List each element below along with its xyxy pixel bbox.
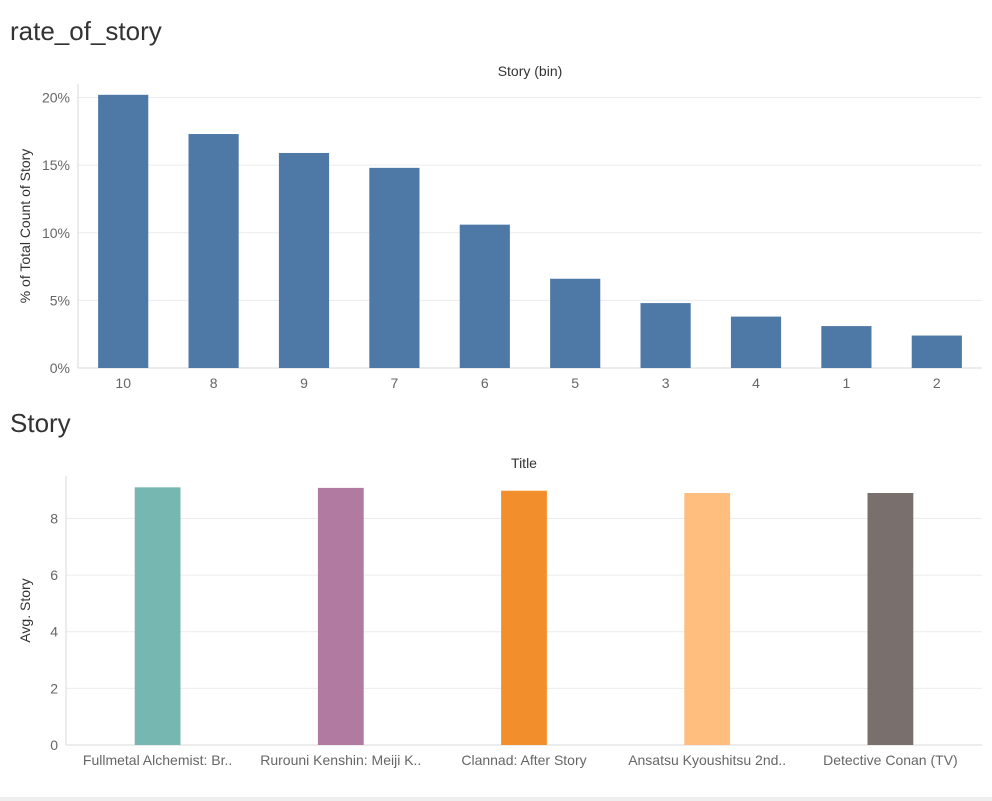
bottom-scroll-bar (0, 797, 992, 801)
column-header: Story (bin) (498, 63, 563, 79)
bar-1-1 (188, 134, 239, 368)
y-tick-label: 10% (42, 225, 70, 241)
chart2-sheet-title: Story (10, 408, 71, 438)
x-tick-label: 6 (481, 375, 489, 391)
bar-1-9 (911, 335, 962, 368)
y-tick-label: 6 (50, 567, 58, 583)
y-axis-title: Avg. Story (17, 578, 33, 642)
bar-1-3 (369, 167, 420, 368)
x-tick-label: 2 (933, 375, 941, 391)
x-tick-label: Detective Conan (TV) (823, 752, 958, 768)
y-tick-label: 20% (42, 90, 70, 106)
bar-1-2 (278, 152, 330, 368)
bar-2-0 (134, 487, 181, 745)
chart1-sheet-title: rate_of_story (10, 16, 162, 46)
bar-1-0 (98, 94, 149, 369)
x-tick-label: Rurouni Kenshin: Meiji K.. (260, 752, 421, 768)
bar-1-7 (730, 316, 782, 368)
x-tick-label: 3 (662, 375, 670, 391)
column-header: Title (511, 455, 537, 471)
y-tick-label: 0% (50, 360, 70, 376)
rate-of-story-chart: Story (bin) 0% 5% 10% 15% 20% % of Total Count… (17, 63, 982, 391)
bar-2-1 (317, 487, 364, 745)
x-tick-label: 9 (300, 375, 308, 391)
bar-2-2 (501, 490, 547, 745)
x-tick-label: 4 (752, 375, 760, 391)
x-tick-label: 10 (115, 375, 131, 391)
y-axis-title: % of Total Count of Story (17, 149, 33, 304)
x-tick-label: 7 (391, 375, 399, 391)
y-tick-label: 4 (50, 624, 58, 640)
bar-1-5 (550, 278, 601, 368)
y-tick-label: 2 (50, 680, 58, 696)
x-tick-label: 5 (571, 375, 579, 391)
x-tick-label: Ansatsu Kyoushitsu 2nd.. (628, 752, 786, 768)
y-tick-label: 0 (50, 737, 58, 753)
bar-1-8 (821, 326, 872, 368)
bar-1-4 (459, 224, 510, 368)
x-tick-label: 8 (210, 375, 218, 391)
y-tick-label: 8 (50, 510, 58, 526)
bar-1-6 (640, 303, 691, 368)
bar-2-3 (684, 492, 731, 745)
x-tick-label: 1 (843, 375, 851, 391)
x-tick-label: Fullmetal Alchemist: Br.. (83, 752, 232, 768)
y-tick-label: 5% (50, 292, 70, 308)
bar-2-4 (867, 492, 914, 745)
y-tick-label: 15% (42, 157, 70, 173)
x-tick-label: Clannad: After Story (461, 752, 586, 768)
